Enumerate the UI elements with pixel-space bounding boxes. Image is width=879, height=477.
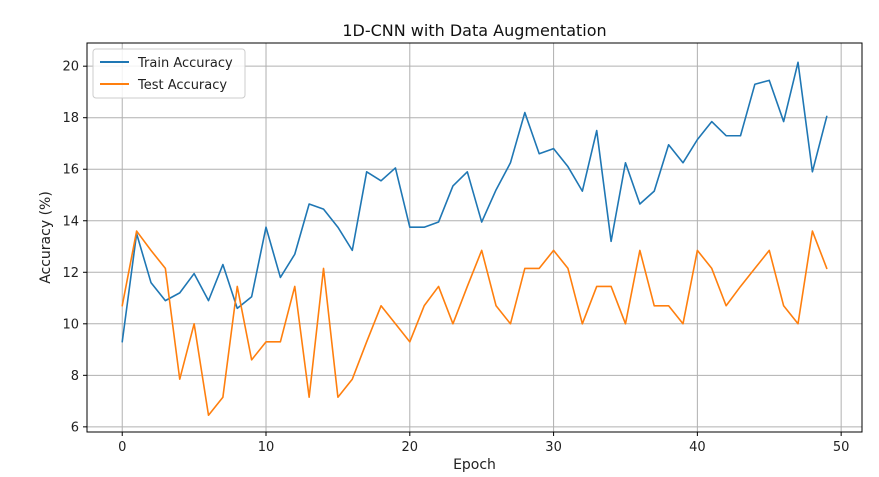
legend-label-test: Test Accuracy [137, 78, 227, 93]
y-tick-label: 12 [62, 266, 79, 281]
y-tick-label: 14 [62, 214, 79, 229]
y-tick-label: 6 [71, 420, 79, 435]
legend-box [92, 48, 246, 99]
x-tick-label: 50 [833, 440, 850, 455]
x-tick-label: 10 [258, 440, 275, 455]
legend-label-train: Train Accuracy [137, 56, 233, 71]
x-tick-label: 20 [402, 440, 419, 455]
plot-frame [86, 42, 863, 433]
axis-ticks: 0 10 20 30 40 50 6 8 10 12 14 16 18 20 [62, 60, 849, 455]
y-tick-label: 20 [62, 60, 79, 75]
test-accuracy-line [121, 230, 828, 417]
chart-title: 1D-CNN with Data Augmentation [342, 21, 606, 40]
legend: Train Accuracy Test Accuracy [92, 48, 246, 99]
train-accuracy-line [121, 61, 828, 343]
y-tick-label: 10 [62, 317, 79, 332]
x-tick-label: 40 [689, 440, 706, 455]
y-axis-label: Accuracy (%) [38, 191, 54, 284]
y-tick-label: 16 [62, 163, 79, 178]
y-tick-label: 8 [71, 369, 79, 384]
x-tick-label: 0 [118, 440, 126, 455]
y-tick-label: 18 [62, 111, 79, 126]
x-axis-label: Epoch [453, 457, 496, 473]
series-lines [121, 61, 828, 417]
x-tick-label: 30 [545, 440, 562, 455]
grid [87, 43, 862, 432]
